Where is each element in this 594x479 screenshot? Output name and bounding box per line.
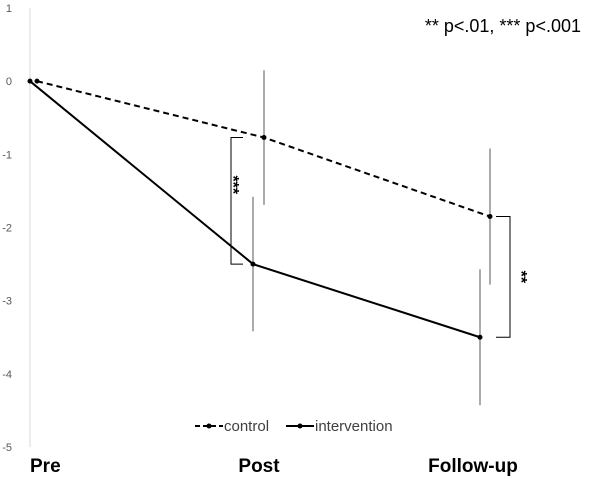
y-tick-label: -3	[2, 296, 12, 308]
data-point	[250, 261, 256, 267]
significance-label: **	[512, 271, 529, 284]
data-point	[261, 135, 267, 141]
series-lines	[27, 78, 493, 340]
significance-bracket	[230, 137, 243, 265]
significance-bracket	[496, 216, 511, 338]
legend-label: control	[224, 418, 269, 435]
legend-label: intervention	[315, 418, 393, 435]
legend-marker	[297, 423, 303, 429]
legend-marker	[206, 423, 212, 429]
significance-brackets: *****	[224, 137, 529, 338]
data-point	[27, 78, 33, 84]
data-point	[477, 334, 483, 340]
y-tick-label: -1	[2, 149, 12, 161]
y-tick-label: 1	[6, 3, 12, 15]
significance-note: ** p<.01, *** p<.001	[425, 16, 581, 36]
category-label: Follow-up	[428, 456, 518, 477]
y-tick-label: -2	[2, 223, 12, 235]
category-labels: Pre Post Follow-up	[30, 456, 518, 477]
y-axis-ticks: 1 0 -1 -2 -3 -4 -5	[2, 3, 12, 454]
significance-label: ***	[224, 175, 241, 194]
data-point	[34, 78, 40, 84]
category-label: Post	[238, 456, 280, 477]
data-point	[487, 214, 493, 220]
series-line-intervention	[29, 80, 481, 339]
category-label: Pre	[30, 456, 61, 477]
legend: control intervention	[195, 418, 393, 435]
y-tick-label: 0	[6, 76, 12, 88]
y-tick-label: -4	[2, 369, 12, 381]
y-tick-label: -5	[2, 442, 12, 454]
error-bars	[252, 70, 491, 406]
